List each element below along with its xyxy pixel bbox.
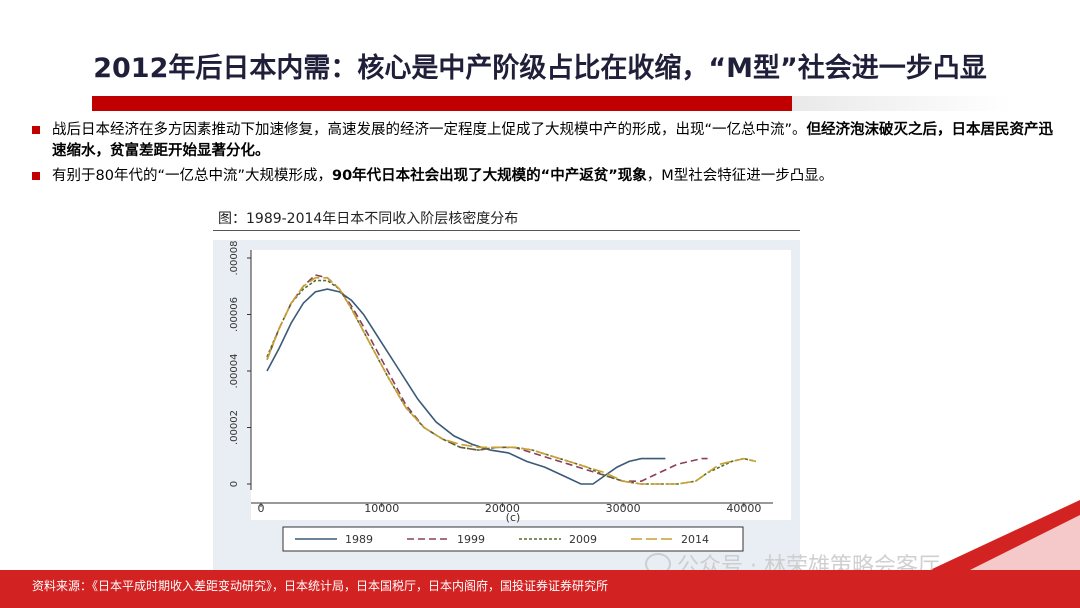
y-tick-label: .00002 [229, 410, 240, 445]
bullet-item: 有别于80年代的“一亿总中流”大规模形成，90年代日本社会出现了大规模的“中产返… [32, 166, 1062, 187]
bullet-text: 战后日本经济在多方因素推动下加速修复，高速发展的经济一定程度上促成了大规模中产的… [52, 122, 807, 138]
figure-top-rule [213, 230, 800, 231]
x-tick-label: 0 [258, 502, 265, 515]
series-line-2014 [266, 276, 757, 485]
bullet-bold-text: 90年代日本社会出现了大规模的“中产返贫”现象 [331, 168, 647, 184]
x-tick-label: 20000 [485, 502, 520, 515]
title-underline-bar [92, 96, 792, 111]
y-tick-label: .00006 [229, 297, 240, 332]
density-chart: 0 .00002 .00004 .00006 .00008 0 10000 20000 300… [229, 241, 791, 552]
x-axis-label: (c) [506, 511, 521, 524]
title-underline-fade [792, 96, 1012, 111]
source-text: 资料来源：《日本平成时期收入差距变动研究》，日本统计局，日本国税厅，日本内阁府，… [32, 579, 609, 593]
x-tick-label: 40000 [726, 502, 761, 515]
series-line-2009 [266, 279, 757, 485]
bullet-list: 战后日本经济在多方因素推动下加速修复，高速发展的经济一定程度上促成了大规模中产的… [32, 120, 1062, 191]
y-tick-label: 0 [229, 481, 240, 487]
y-tick-label: .00008 [229, 241, 240, 276]
series-line-1989 [266, 288, 666, 485]
chart-frame: 0 .00002 .00004 .00006 .00008 0 10000 20000 300… [213, 240, 800, 590]
bullet-square-icon [32, 126, 40, 134]
series-line-1999 [266, 274, 708, 482]
figure-caption: 图：1989-2014年日本不同收入阶层核密度分布 [218, 211, 519, 227]
legend-label-1999: 1999 [457, 533, 485, 546]
page-title: 2012年后日本内需：核心是中产阶级占比在收缩，“M型”社会进一步凸显 [93, 53, 987, 84]
legend-label-2009: 2009 [569, 533, 597, 546]
bullet-item: 战后日本经济在多方因素推动下加速修复，高速发展的经济一定程度上促成了大规模中产的… [32, 120, 1062, 162]
y-tick-label: .00004 [229, 354, 240, 389]
legend-label-2014: 2014 [681, 533, 709, 546]
corner-decoration-light [970, 515, 1080, 570]
source-band [0, 570, 1080, 608]
bullet-bold-text: 但经济泡沫破灭之后，日本居民资产迅速缩水，贫富差距开始显著分化。 [52, 122, 1054, 159]
bullet-tail-text: ，M型社会特征进一步凸显。 [646, 168, 834, 184]
x-tick-label: 10000 [364, 502, 399, 515]
x-tick-label: 30000 [606, 502, 641, 515]
plot-area [251, 250, 791, 520]
bullet-square-icon [32, 172, 40, 180]
bullet-text: 有别于80年代的“一亿总中流”大规模形成， [52, 168, 332, 184]
legend-label-1989: 1989 [345, 533, 373, 546]
